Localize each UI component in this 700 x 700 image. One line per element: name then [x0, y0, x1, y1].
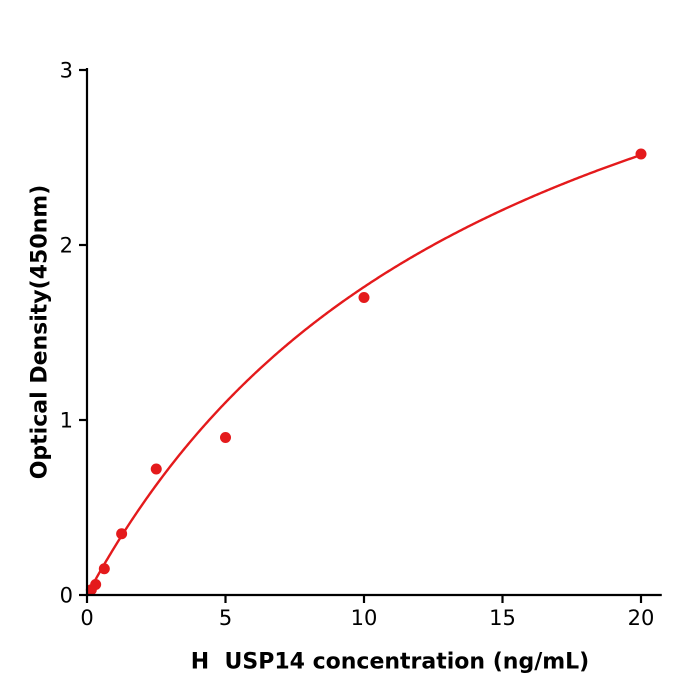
data-point: [150, 463, 162, 475]
y-tick-label: 2: [60, 234, 73, 258]
x-tick-label: 10: [351, 606, 378, 630]
data-point: [98, 563, 110, 575]
y-tick-label: 0: [60, 584, 73, 608]
x-axis-label: H USP14 concentration (ng/mL): [190, 649, 590, 675]
data-point: [116, 528, 128, 540]
data-point: [358, 292, 370, 303]
x-tick-label: 0: [80, 606, 93, 630]
fit-curve: [85, 153, 643, 597]
y-tick-label: 1: [60, 409, 73, 433]
y-axis-label: Optical Density(450nm): [27, 184, 53, 480]
x-tick-label: 15: [489, 606, 516, 630]
x-tick-label: 5: [219, 606, 232, 630]
data-point: [635, 148, 647, 160]
y-tick-label: 3: [60, 59, 73, 83]
data-point: [220, 432, 231, 443]
data-point: [90, 579, 102, 590]
x-tick-label: 20: [628, 606, 655, 630]
